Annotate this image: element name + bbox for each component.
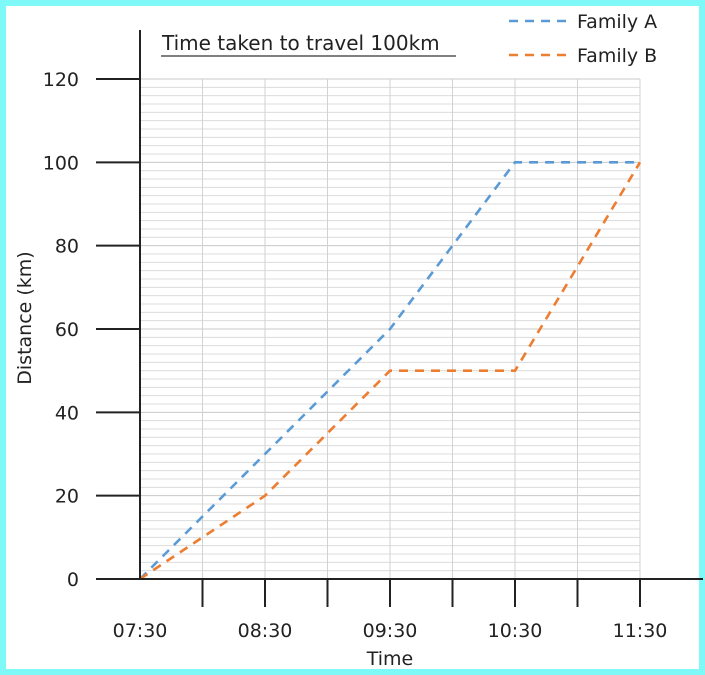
series-line-family-a	[139, 161, 640, 580]
y-axis-title: Distance (km)	[14, 251, 36, 384]
x-tick-label: 08:30	[238, 620, 293, 642]
series-line-family-b	[139, 161, 642, 581]
y-tick-label: 60	[55, 319, 79, 341]
y-tick-label: 100	[43, 152, 79, 174]
x-tick-label: 11:30	[613, 620, 668, 642]
x-tick-label: 07:30	[113, 620, 168, 642]
series-layer	[139, 161, 642, 581]
y-tick-label: 80	[55, 236, 79, 258]
y-tick-label: 20	[55, 486, 79, 508]
y-tick-label: 40	[55, 402, 79, 424]
legend-label-family-a: Family A	[577, 11, 657, 33]
legend: Family A Family B	[509, 11, 657, 67]
chart-frame: 0 20 40 60 80 100 120 07:30 08:30 09:30 10:30 11:30…	[6, 6, 703, 670]
x-axis-title: Time	[366, 648, 414, 670]
legend-label-family-b: Family B	[577, 45, 657, 67]
x-tick-label: 09:30	[363, 620, 418, 642]
y-tick-label: 120	[43, 69, 79, 91]
chart-title: Time taken to travel 100km	[161, 31, 440, 55]
y-tick-label: 0	[67, 569, 79, 591]
axes: 0 20 40 60 80 100 120 07:30 08:30 09:30 10:30 11:30	[43, 30, 703, 642]
grid	[140, 78, 641, 579]
x-tick-label: 10:30	[488, 620, 543, 642]
